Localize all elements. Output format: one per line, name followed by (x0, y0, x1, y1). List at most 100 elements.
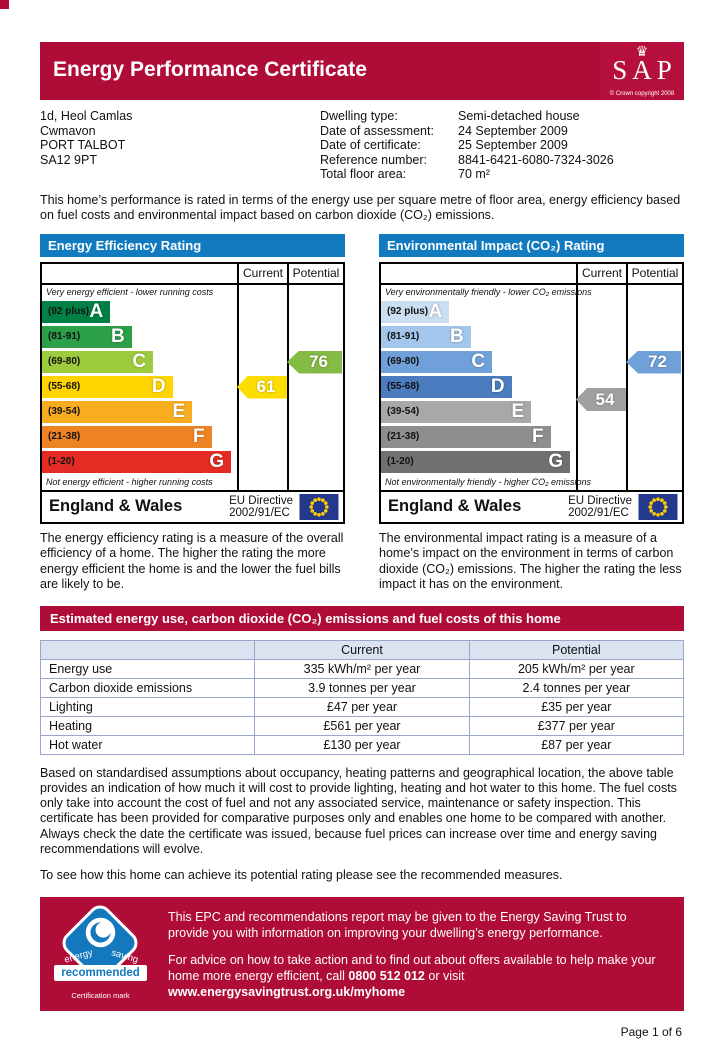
chart-header-row: Current Potential (381, 263, 682, 285)
eu-directive-label: EU Directive 2002/91/EC (568, 495, 632, 519)
region-label: England & Wales (388, 497, 522, 515)
property-detail: Reference number: 8841-6421-6080-7324-302… (320, 153, 684, 168)
band-bar-c: (69-80) C (42, 350, 154, 373)
band-letter: E (172, 400, 186, 422)
cost-table-row: Hot water £130 per year £87 per year (39, 734, 685, 755)
detail-value: Semi-detached house (458, 109, 580, 123)
band-row-c: (69-80) C (381, 350, 576, 375)
band-range: (55-68) (387, 381, 420, 392)
potential-column-header: Potential (626, 263, 682, 283)
band-range: (1-20) (48, 456, 75, 467)
cost-table-body: Energy use 335 kWh/m² per year 205 kWh/m² … (39, 658, 685, 755)
sap-logo: ♛ SAP © Crown copyright 2008 (600, 42, 684, 100)
band-bar-a: (92 plus) A (42, 300, 111, 323)
band-range: (21-38) (387, 431, 420, 442)
cost-potential-value: £87 per year (468, 734, 685, 755)
band-letter: G (209, 450, 225, 472)
charts-row: Energy Efficiency Rating Current Potential… (40, 233, 684, 593)
band-letter: A (89, 300, 104, 322)
band-letter: F (193, 425, 205, 447)
band-row-d: (55-68) D (42, 375, 237, 400)
property-detail: Date of certificate: 25 September 2009 (320, 138, 684, 153)
property-block: 1d, Heol Camlas Cwmavon PORT TALBOT SA12 9P… (40, 109, 684, 182)
est-paragraph-1: This EPC and recommendations report may … (168, 909, 627, 940)
address-line: Cwmavon (40, 123, 96, 138)
band-row-g: (1-20) G (42, 450, 237, 475)
est-paragraph-2: For advice on how to take action and to … (168, 952, 670, 1000)
potential-rating-arrow: 72 (626, 350, 681, 374)
bottom-caption: Not environmentally friendly - higher CO… (385, 476, 592, 487)
cost-current-value: £47 per year (254, 696, 470, 717)
band-row-f: (21-38) F (381, 425, 576, 450)
cost-potential-value: £377 per year (468, 715, 685, 736)
band-row-f: (21-38) F (42, 425, 237, 450)
band-bar-b: (81-91) B (42, 325, 132, 348)
potential-note-paragraph: To see how this home can achieve its pot… (40, 868, 563, 883)
band-bar-g: (1-20) G (381, 450, 571, 473)
band-bar-c: (69-80) C (381, 350, 493, 373)
est-bold-text: 0800 512 012 (348, 968, 425, 983)
chart-footer: England & Wales EU Directive 2002/91/EC (42, 489, 343, 522)
corner-mark (0, 0, 9, 9)
band-letter: D (490, 375, 505, 397)
address-line: SA12 9PT (40, 152, 97, 167)
bands-area: Very energy efficient - lower running co… (42, 285, 237, 490)
detail-label: Total floor area: (320, 167, 407, 181)
eu-directive-line: 2002/91/EC (229, 506, 290, 519)
chart-header-row: Current Potential (42, 263, 343, 285)
cost-row-label: Carbon dioxide emissions (39, 677, 256, 698)
header-bar: Energy Performance Certificate ♛ SAP © C… (40, 42, 684, 100)
chart-body: Very environmentally friendly - lower CO… (381, 284, 682, 490)
est-text: For advice on how to take action and to … (168, 952, 656, 983)
band-letter: E (511, 400, 525, 422)
detail-value: 24 September 2009 (458, 123, 568, 138)
band-bar-a: (92 plus) A (381, 300, 450, 323)
band-range: (21-38) (48, 431, 81, 442)
intro-paragraph: This home’s performance is rated in term… (40, 192, 681, 223)
detail-value: 25 September 2009 (458, 138, 568, 152)
est-text-block: This EPC and recommendations report may … (152, 905, 670, 1003)
cost-section-title: Estimated energy use, carbon dioxide (CO… (40, 605, 684, 631)
chart-description: The energy efficiency rating is a measur… (40, 530, 344, 592)
cost-potential-value: 205 kWh/m² per year (468, 658, 685, 679)
cost-current-value: 335 kWh/m² per year (254, 658, 470, 679)
band-letter: A (428, 300, 443, 322)
potential-column: 76 (287, 284, 343, 490)
top-caption: Very energy efficient - lower running co… (46, 286, 214, 297)
page-title: Energy Performance Certificate (53, 58, 367, 81)
band-bar-e: (39-54) E (42, 400, 193, 423)
chart-frame: Current Potential Very environmentally fri… (379, 261, 684, 524)
band-bar-f: (21-38) F (381, 425, 551, 448)
band-range: (55-68) (48, 381, 81, 392)
eu-directive-line: EU Directive (568, 494, 632, 507)
chart-frame: Current Potential Very energy efficient - … (40, 261, 345, 524)
potential-rating-arrow: 76 (287, 350, 342, 374)
potential-column: 72 (626, 284, 682, 490)
cost-table-header-cell (39, 639, 256, 660)
band-row-e: (39-54) E (381, 400, 576, 425)
energy-saving-trust-logo: energy saving recommended Certification … (52, 900, 152, 1003)
eu-directive-label: EU Directive 2002/91/EC (229, 495, 293, 519)
detail-label: Date of assessment: (320, 123, 434, 138)
cost-table-row: Lighting £47 per year £35 per year (39, 696, 685, 717)
band-row-d: (55-68) D (381, 375, 576, 400)
band-range: (81-91) (48, 331, 81, 342)
chart-title: Energy Efficiency Rating (40, 233, 345, 257)
band-row-e: (39-54) E (42, 400, 237, 425)
cost-table-row: Heating £561 per year £377 per year (39, 715, 685, 736)
detail-label: Reference number: (320, 152, 428, 167)
cost-table-row: Carbon dioxide emissions 3.9 tonnes per y… (39, 677, 685, 698)
property-detail: Dwelling type: Semi-detached house (320, 109, 684, 124)
potential-column-header: Potential (287, 263, 343, 283)
eu-flag-icon (298, 493, 340, 520)
current-column: 54 (576, 284, 626, 490)
band-bar-b: (81-91) B (381, 325, 471, 348)
chart-header-spacer (42, 264, 237, 283)
chart-description: The environmental impact rating is a mea… (379, 530, 682, 592)
detail-value: 8841-6421-6080-7324-3026 (458, 152, 614, 167)
co2-rating-chart: Environmental Impact (CO₂) Rating Current… (379, 233, 684, 593)
band-range: (1-20) (387, 456, 414, 467)
cost-current-value: £130 per year (254, 734, 470, 755)
current-rating-arrow: 54 (576, 388, 626, 411)
eu-directive-line: EU Directive (229, 494, 293, 507)
